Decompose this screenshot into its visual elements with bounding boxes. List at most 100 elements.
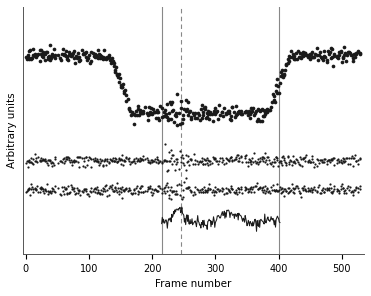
Point [302,155,308,159]
Point [33,188,39,193]
Point [73,190,79,195]
Point [279,68,285,73]
Point [202,162,208,167]
Point [198,189,204,194]
Point [204,115,210,120]
Point [79,48,85,53]
Point [335,54,341,58]
Point [339,156,345,161]
Point [299,164,305,168]
Point [290,54,296,59]
Point [135,103,141,108]
Point [302,50,308,55]
Point [131,187,137,192]
Point [144,156,150,160]
Point [145,118,151,122]
Point [255,107,261,111]
Point [129,191,135,196]
Point [168,185,174,190]
Point [335,161,341,166]
Point [37,159,43,163]
Point [162,190,168,195]
Point [43,188,49,193]
Point [81,187,87,192]
Point [159,161,165,165]
Point [184,106,190,111]
Point [283,189,289,194]
Point [151,188,157,192]
Point [248,109,254,114]
Point [135,189,141,194]
Point [203,157,209,162]
Point [216,103,221,108]
Point [159,160,165,165]
Point [243,186,249,191]
Point [318,190,324,195]
Point [154,155,160,159]
Point [59,185,65,190]
Point [320,58,326,63]
Point [228,118,234,123]
Point [296,162,302,166]
Point [330,189,336,194]
Point [342,188,348,193]
Point [171,120,177,124]
Point [302,159,308,163]
Point [39,51,45,56]
Point [239,187,244,192]
Point [219,109,225,114]
Point [201,106,207,111]
Point [321,54,327,59]
Point [330,156,336,160]
Point [292,56,298,61]
Point [276,160,282,165]
Point [278,191,283,196]
Point [88,156,94,161]
Point [127,107,132,111]
Point [350,193,356,197]
Point [170,189,175,194]
Point [135,107,141,112]
Point [249,155,255,160]
Point [350,156,356,161]
Point [259,155,265,160]
Point [260,114,266,119]
Point [232,157,238,162]
Point [293,51,299,56]
Point [272,160,278,164]
Point [106,55,112,59]
Point [220,158,226,163]
Point [145,112,151,117]
Point [94,159,100,163]
Point [164,189,170,193]
Point [345,50,351,54]
Point [212,185,218,190]
Point [72,60,78,65]
Point [353,159,359,164]
Point [350,189,356,194]
Point [111,64,117,69]
Point [329,190,335,195]
Point [101,48,107,53]
Point [47,159,53,164]
Point [346,188,352,193]
Point [138,158,144,163]
Point [66,49,72,54]
Point [148,186,154,191]
Point [204,110,210,115]
Point [317,49,323,54]
Point [146,105,152,110]
Point [29,57,35,62]
Point [45,157,51,162]
Point [88,165,94,170]
Point [128,112,134,117]
Point [156,160,162,165]
Point [41,190,47,195]
Point [114,160,120,164]
Point [46,57,52,62]
Point [159,186,165,191]
Point [261,156,267,161]
Point [58,55,63,60]
Point [279,72,285,77]
Point [139,111,145,116]
